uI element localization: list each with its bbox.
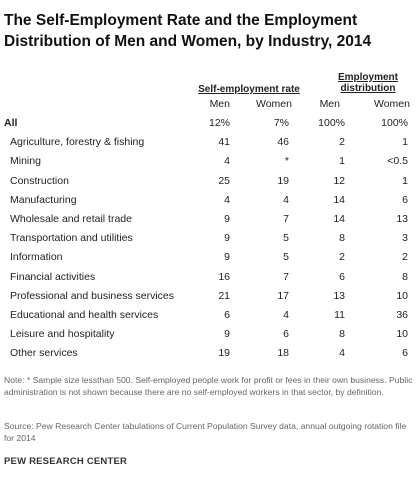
se-women-value: 46 xyxy=(277,136,289,149)
se-women-value: 4 xyxy=(283,193,289,206)
ed-women-value: 1 xyxy=(402,174,408,187)
table-row: Financial activities 16 7 6 8 xyxy=(0,271,420,290)
row-label: All xyxy=(4,117,18,129)
ed-men-value: 11 xyxy=(334,309,345,321)
se-women-value: 5 xyxy=(283,251,289,264)
ed-men-value: 2 xyxy=(339,251,345,264)
ed-women-value: 2 xyxy=(402,251,408,264)
ed-women-value: 8 xyxy=(402,270,408,283)
se-women-value: 17 xyxy=(277,289,289,302)
row-label: Educational and health services xyxy=(10,309,159,321)
ed-men-value: 8 xyxy=(339,232,345,245)
row-label: Financial activities xyxy=(10,270,96,283)
ed-men-value: 8 xyxy=(339,328,345,341)
ed-men-value: 1 xyxy=(339,155,345,168)
table-row: Other services 19 18 4 6 xyxy=(0,347,420,366)
se-men-value: 16 xyxy=(218,270,230,283)
ed-men-value: 100% xyxy=(318,117,345,129)
se-women-value: 18 xyxy=(277,347,289,360)
ed-women-value: 13 xyxy=(396,213,408,225)
ed-men-value: 2 xyxy=(339,136,345,149)
row-label: Transportation and utilities xyxy=(10,232,133,245)
col-header-ed-men: Men xyxy=(319,98,340,110)
se-men-value: 19 xyxy=(218,347,230,360)
self-employment-rate-header: Self-employment rate xyxy=(198,84,300,95)
se-women-value: 7 xyxy=(283,270,289,283)
se-men-value: 21 xyxy=(218,289,230,302)
row-label: Information xyxy=(10,251,63,264)
ed-men-value: 4 xyxy=(339,347,345,360)
ed-women-value: 36 xyxy=(396,309,408,321)
table-row: Wholesale and retail trade 9 7 14 13 xyxy=(0,213,420,232)
ed-women-value: 6 xyxy=(402,347,408,360)
row-label: Mining xyxy=(10,155,41,168)
row-label: Wholesale and retail trade xyxy=(10,213,132,225)
se-men-value: 9 xyxy=(224,232,230,245)
pew-research-center-logo: PEW RESEARCH CENTER xyxy=(4,456,128,467)
se-women-value: 7% xyxy=(273,117,289,129)
table-row: Professional and business services 21 17 13… xyxy=(0,290,420,309)
ed-men-value: 14 xyxy=(333,193,345,206)
ed-women-value: 3 xyxy=(402,232,408,245)
se-men-value: 9 xyxy=(224,213,230,225)
ed-men-value: 13 xyxy=(333,289,345,302)
page-title: The Self-Employment Rate and the Employm… xyxy=(4,12,372,50)
se-women-value: 7 xyxy=(283,213,289,225)
table-source: Source: Pew Research Center tabulations … xyxy=(4,421,407,443)
ed-women-value: 10 xyxy=(396,289,408,302)
row-label: Construction xyxy=(10,174,69,187)
row-label: Other services xyxy=(10,347,78,360)
se-women-value: * xyxy=(284,155,289,168)
employment-distribution-header-line1: Employment xyxy=(337,72,398,83)
table-row: Manufacturing 4 4 14 6 xyxy=(0,194,420,213)
col-header-ed-women: Women xyxy=(374,98,410,110)
se-women-value: 6 xyxy=(283,328,289,341)
table-note: Note: * Sample size lessthan 500. Self-e… xyxy=(4,375,413,397)
se-men-value: 6 xyxy=(224,309,230,321)
se-women-value: 19 xyxy=(277,174,289,187)
ed-women-value: <0.5 xyxy=(387,155,408,168)
ed-men-value: 6 xyxy=(339,270,345,283)
se-men-value: 9 xyxy=(224,328,230,341)
se-men-value: 4 xyxy=(224,193,230,206)
col-header-se-men: Men xyxy=(209,98,230,110)
ed-women-value: 6 xyxy=(402,193,408,206)
table-row: Educational and health services 6 4 11 36 xyxy=(0,309,420,328)
ed-men-value: 14 xyxy=(333,213,345,225)
se-men-value: 9 xyxy=(224,251,230,264)
table-row: Construction 25 19 12 1 xyxy=(0,175,420,194)
se-men-value: 12% xyxy=(208,117,230,129)
ed-women-value: 100% xyxy=(381,117,408,129)
se-women-value: 5 xyxy=(283,232,289,245)
row-label: Agriculture, forestry & fishing xyxy=(10,136,145,149)
se-men-value: 25 xyxy=(218,174,230,187)
table-row: Mining 4 * 1 <0.5 xyxy=(0,155,420,174)
row-label: Manufacturing xyxy=(10,193,77,206)
table-row-all: All 12% 7% 100% 100% xyxy=(0,117,420,136)
se-women-value: 4 xyxy=(283,309,289,321)
table-row: Information 9 5 2 2 xyxy=(0,251,420,270)
se-men-value: 41 xyxy=(218,136,230,149)
table-row: Transportation and utilities 9 5 8 3 xyxy=(0,232,420,251)
ed-women-value: 10 xyxy=(396,328,408,341)
col-header-se-women: Women xyxy=(256,98,292,110)
row-label: Leisure and hospitality xyxy=(10,328,115,341)
employment-distribution-header-line2: distribution xyxy=(340,83,396,94)
row-label: Professional and business services xyxy=(10,289,175,302)
table-row: Agriculture, forestry & fishing 41 46 2 1 xyxy=(0,136,420,155)
ed-women-value: 1 xyxy=(402,136,408,149)
ed-men-value: 12 xyxy=(333,174,345,187)
table-row: Leisure and hospitality 9 6 8 10 xyxy=(0,328,420,347)
se-men-value: 4 xyxy=(224,155,230,168)
